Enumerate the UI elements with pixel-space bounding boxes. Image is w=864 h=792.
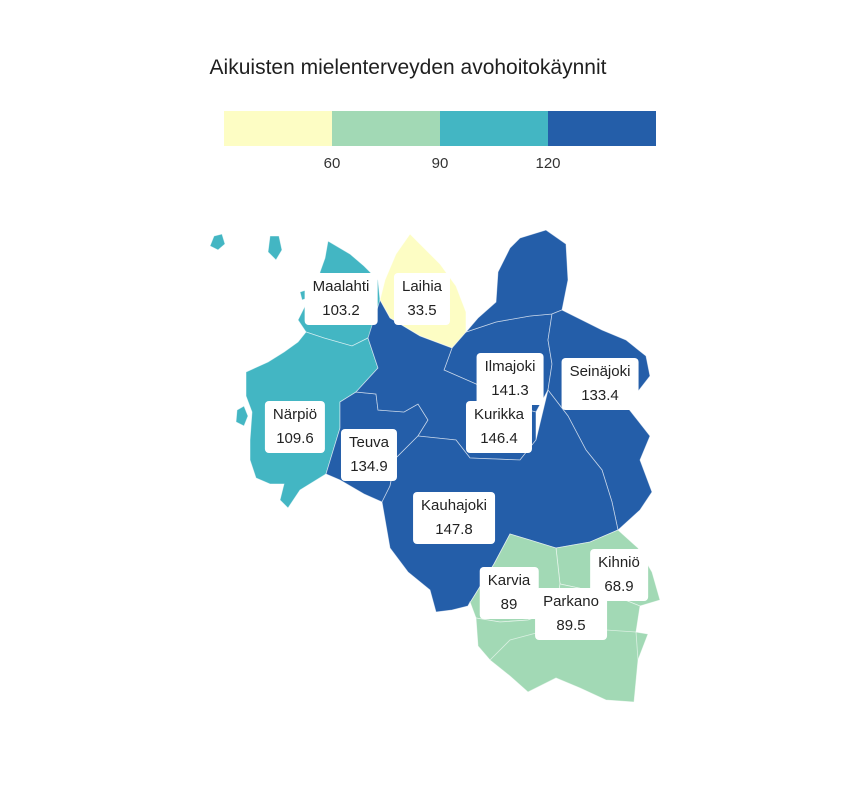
label-kurikka-value: 146.4: [480, 430, 518, 447]
label-maalahti-name: Maalahti: [312, 278, 370, 295]
label-karvia-value: 89: [500, 596, 518, 613]
legend-tick-120: 120: [535, 155, 561, 172]
label-ilmajoki-value: 141.3: [491, 382, 529, 399]
label-karvia: Karvia 89: [479, 567, 539, 619]
legend-tick-60: 60: [323, 155, 341, 172]
label-laihia-name: Laihia: [401, 278, 443, 295]
map-title: Aikuisten mielenterveyden avohoitokäynni…: [209, 56, 607, 79]
region-kauhajoki[interactable]: [381, 389, 619, 613]
label-laihia: Laihia 33.5: [393, 273, 451, 325]
legend-swatch-1: [224, 111, 332, 146]
label-parkano-name: Parkano: [543, 593, 599, 610]
label-maalahti: Maalahti 103.2: [304, 273, 378, 325]
label-kihnio-name: Kihniö: [598, 554, 640, 571]
color-legend: [224, 111, 656, 146]
region-seinajoki[interactable]: [464, 229, 569, 333]
label-teuva-value: 134.9: [350, 458, 388, 475]
label-kauhajoki: Kauhajoki 147.8: [413, 492, 495, 544]
label-narpio-value: 109.6: [276, 430, 314, 447]
island-3: [235, 405, 249, 427]
legend-swatch-3: [440, 111, 548, 146]
label-kurikka: Kurikka 146.4: [465, 401, 533, 453]
label-parkano-value: 89.5: [556, 617, 586, 634]
island-2: [267, 235, 283, 261]
legend-swatch-2: [332, 111, 440, 146]
label-kurikka-name: Kurikka: [473, 406, 525, 423]
island-1: [209, 233, 226, 251]
label-narpio: Närpiö 109.6: [264, 401, 326, 453]
legend-swatch-4: [548, 111, 656, 146]
label-kihnio: Kihniö 68.9: [590, 549, 648, 601]
legend-tick-90: 90: [431, 155, 449, 172]
label-seinajoki-name: Seinäjoki: [569, 363, 631, 380]
label-karvia-name: Karvia: [487, 572, 531, 589]
label-maalahti-value: 103.2: [322, 302, 360, 319]
label-kauhajoki-name: Kauhajoki: [421, 497, 487, 514]
label-seinajoki-value: 133.4: [581, 387, 619, 404]
label-teuva: Teuva 134.9: [340, 429, 398, 481]
label-ilmajoki: Ilmajoki 141.3: [476, 353, 544, 405]
label-parkano: Parkano 89.5: [535, 588, 607, 640]
label-teuva-name: Teuva: [348, 434, 390, 451]
label-kihnio-value: 68.9: [604, 578, 634, 595]
label-narpio-name: Närpiö: [272, 406, 318, 423]
label-kauhajoki-value: 147.8: [435, 521, 473, 538]
label-ilmajoki-name: Ilmajoki: [484, 358, 536, 375]
label-seinajoki: Seinäjoki 133.4: [561, 358, 639, 410]
label-laihia-value: 33.5: [407, 302, 437, 319]
